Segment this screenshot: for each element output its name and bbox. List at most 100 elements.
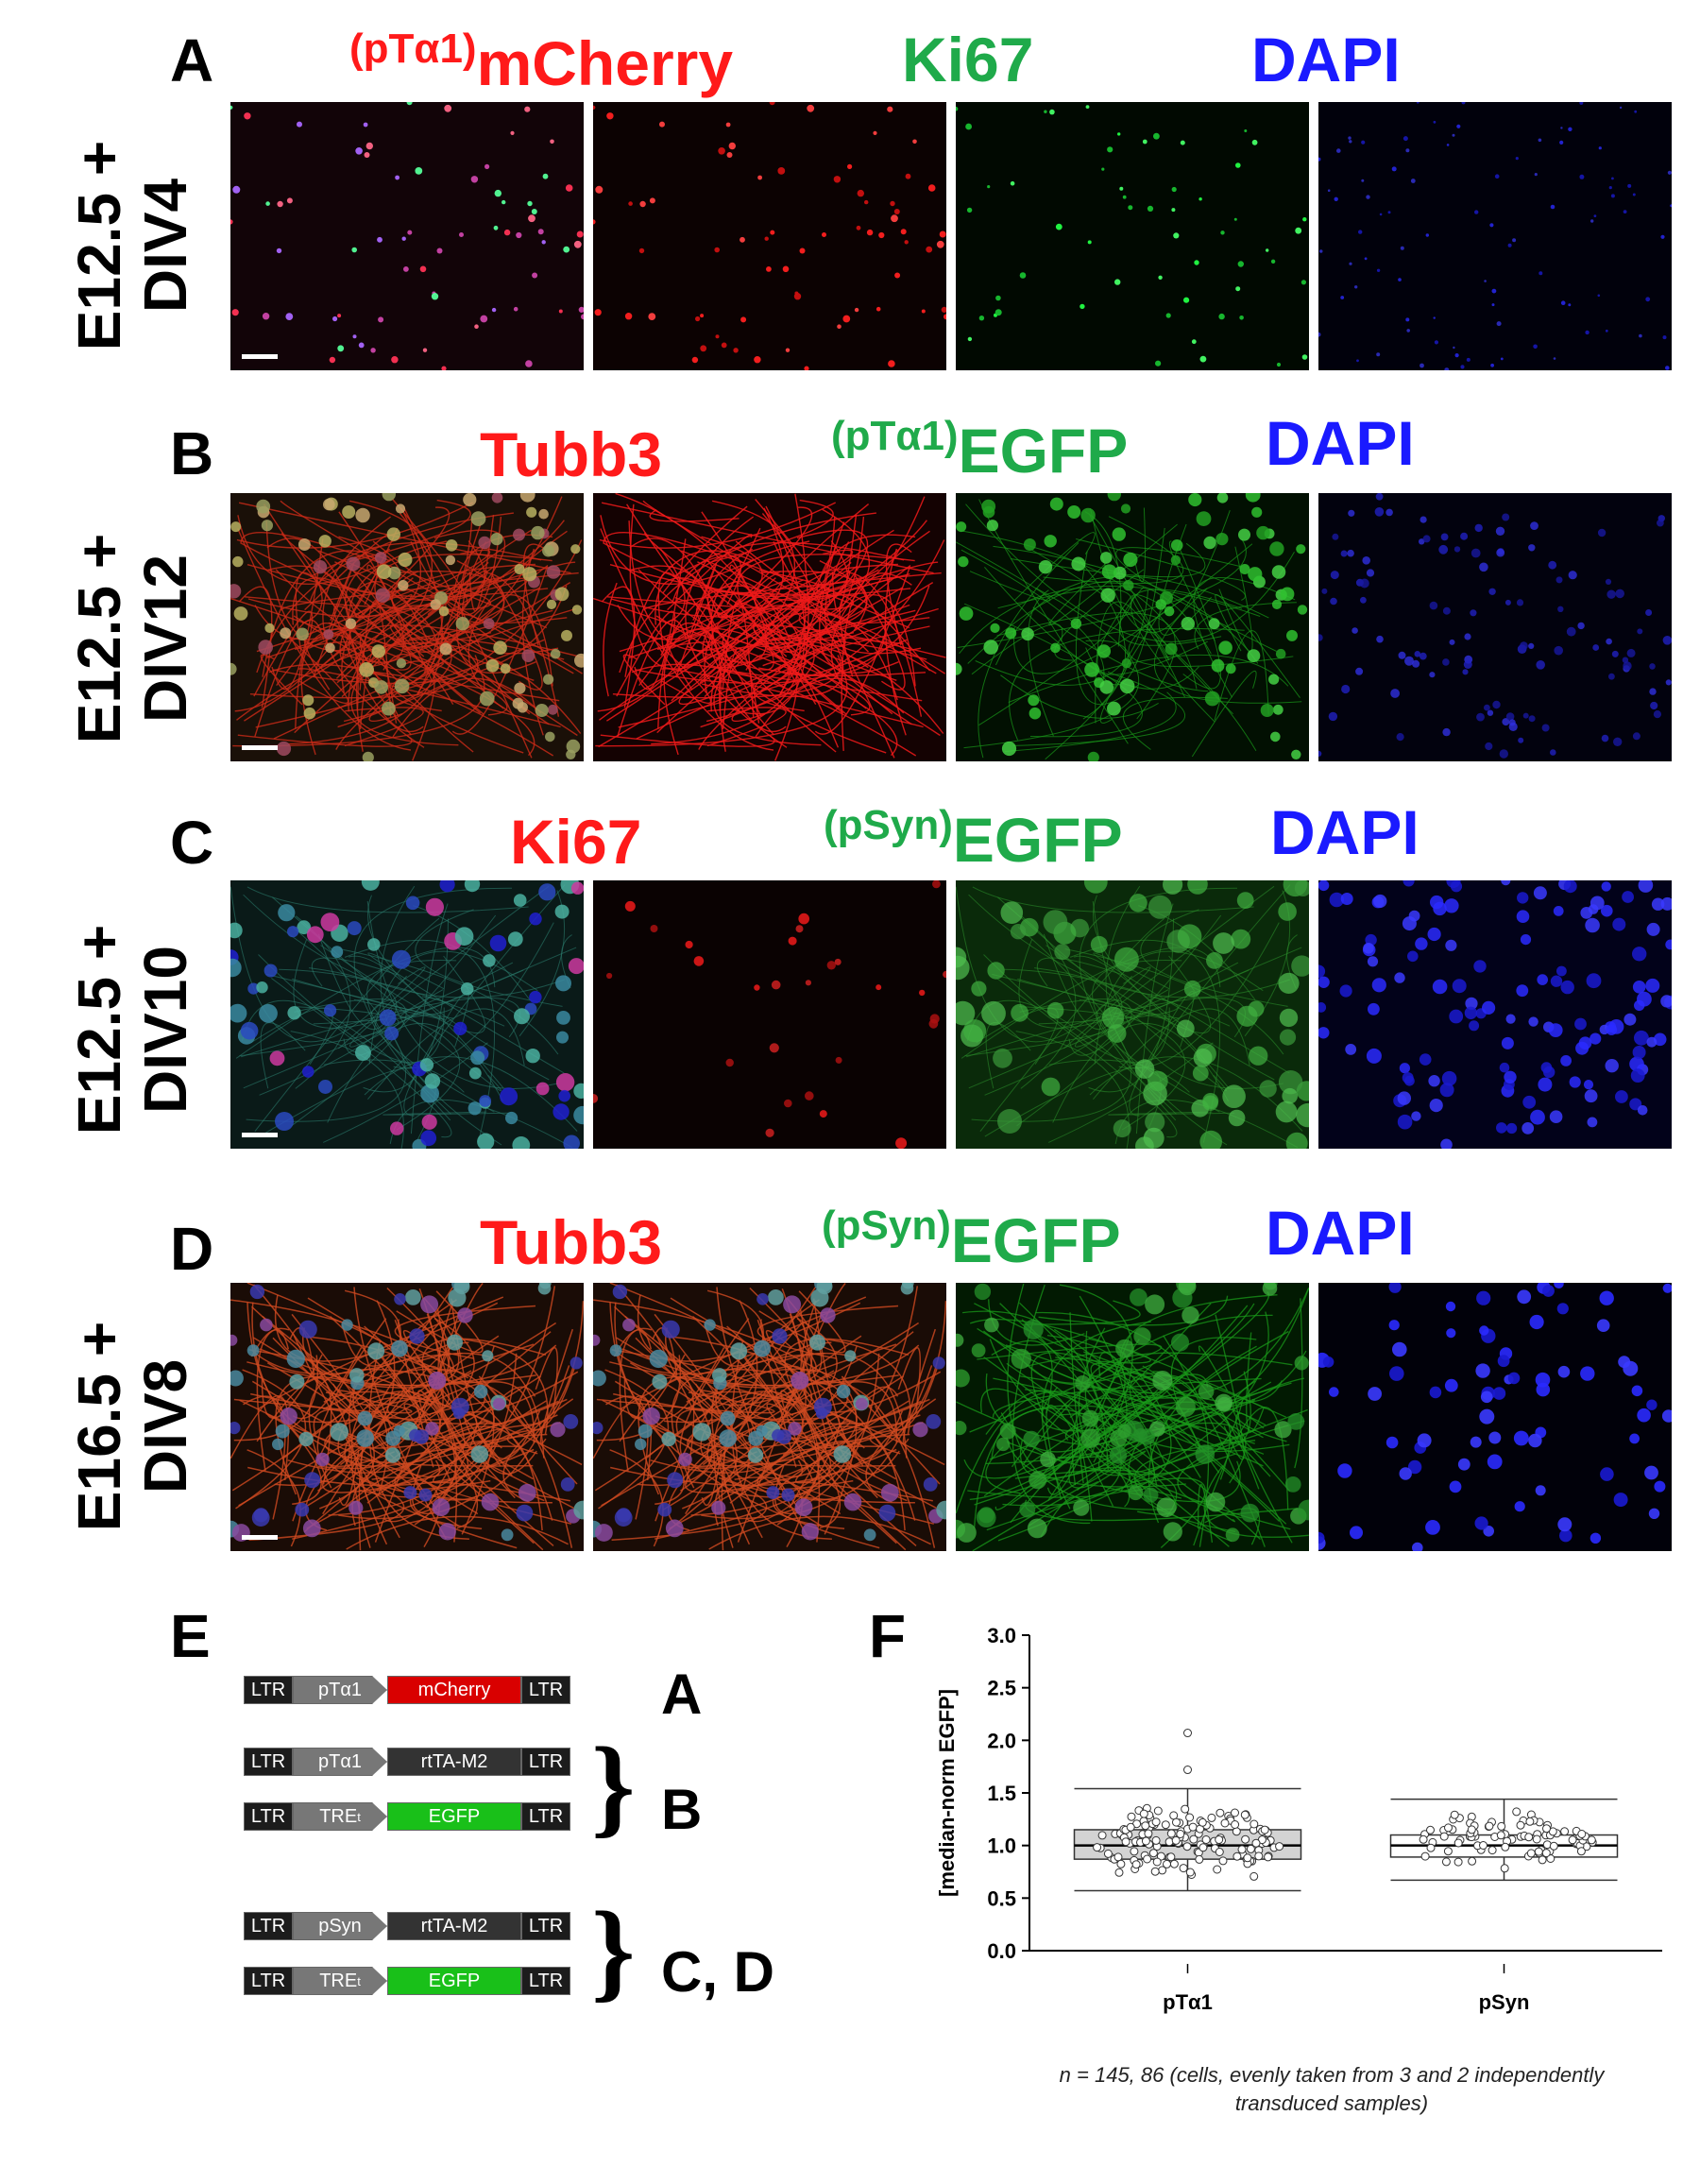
cell-nucleus <box>1535 1372 1551 1388</box>
cell-nucleus <box>1446 1328 1456 1339</box>
cell-nucleus <box>1321 588 1328 594</box>
cell-nucleus <box>1629 1433 1640 1444</box>
neurite <box>295 622 400 729</box>
panel-letter-f: F <box>869 1602 907 1670</box>
neurite <box>292 577 461 676</box>
neurite <box>1076 538 1247 601</box>
brace-b: } <box>591 1724 636 1848</box>
cell-nucleus <box>298 538 311 551</box>
cell-nucleus <box>405 1289 421 1305</box>
cell-nucleus <box>261 520 273 532</box>
cell-nucleus <box>568 958 584 975</box>
cell-nucleus <box>788 936 797 946</box>
cell-nucleus <box>1213 932 1234 954</box>
cell-nucleus <box>1485 742 1493 751</box>
cell-nucleus <box>978 316 985 321</box>
cell-nucleus <box>1067 505 1081 519</box>
cell-nucleus <box>1329 1387 1339 1397</box>
cell-nucleus <box>1649 688 1657 695</box>
cell-nucleus <box>1148 1070 1168 1092</box>
neurite <box>427 570 488 645</box>
cell-nucleus <box>1247 649 1261 662</box>
cell-nucleus <box>455 617 469 631</box>
cell-nucleus <box>757 175 762 180</box>
cell-nucleus <box>1011 1003 1028 1022</box>
cell-nucleus <box>390 1121 404 1135</box>
cell-nucleus <box>1101 167 1105 171</box>
neurite <box>779 1352 908 1459</box>
cell-nucleus <box>1119 678 1135 694</box>
cell-nucleus <box>1040 1451 1056 1468</box>
neurite <box>329 1316 479 1529</box>
cell-nucleus <box>966 207 973 213</box>
cell-nucleus <box>425 897 444 916</box>
cell-nucleus <box>993 1048 1012 1068</box>
cell-nucleus <box>578 306 584 313</box>
neurite <box>983 1330 1235 1523</box>
micrograph-d-egfp <box>956 1283 1309 1551</box>
neurite <box>840 1432 876 1476</box>
cell-nucleus <box>359 662 374 677</box>
cell-nucleus <box>904 240 909 245</box>
header-c-egfp: (pSyn)EGFP <box>824 802 1123 872</box>
neurite <box>506 1429 538 1455</box>
cell-nucleus <box>1318 964 1326 979</box>
cell-nucleus <box>1534 173 1538 177</box>
cell-nucleus <box>1386 508 1393 517</box>
cell-nucleus <box>264 623 275 633</box>
micrograph-c-dapi-svg <box>1318 880 1672 1149</box>
cell-nucleus <box>801 1523 819 1541</box>
cell-nucleus <box>1536 660 1545 670</box>
cell-nucleus <box>1605 578 1612 585</box>
cell-nucleus <box>661 1431 676 1447</box>
cell-nucleus <box>1596 1319 1610 1332</box>
neurite <box>1088 918 1174 1093</box>
cell-nucleus <box>1606 638 1612 645</box>
neurite <box>602 1399 804 1478</box>
data-point <box>1097 1831 1107 1840</box>
neurite <box>366 900 559 1089</box>
data-point <box>1231 1808 1239 1817</box>
cell-nucleus <box>1430 895 1444 910</box>
cell-nucleus <box>740 236 745 243</box>
neurite <box>973 1408 1261 1540</box>
cell-nucleus <box>1557 1365 1571 1378</box>
cell-nucleus <box>726 152 733 158</box>
cell-nucleus <box>1083 880 1108 894</box>
scale-bar-d <box>242 1535 278 1540</box>
data-point <box>1151 1835 1161 1845</box>
cell-nucleus <box>1122 195 1127 199</box>
cell-nucleus <box>1592 644 1600 651</box>
neurite <box>522 543 550 646</box>
data-point <box>1525 1817 1535 1826</box>
cell-nucleus <box>286 1349 305 1369</box>
cell-nucleus <box>616 1508 631 1523</box>
cell-nucleus <box>474 324 479 329</box>
neurite <box>280 500 574 674</box>
cell-nucleus <box>1662 1283 1672 1293</box>
cell-nucleus <box>1075 1375 1091 1391</box>
cell-nucleus <box>1452 133 1455 137</box>
neurite <box>1131 593 1233 715</box>
cell-nucleus <box>1507 243 1512 247</box>
cell-nucleus <box>367 1342 385 1360</box>
neurite <box>762 660 798 761</box>
data-point <box>1182 1842 1192 1851</box>
cell-nucleus <box>428 1372 447 1390</box>
neurite <box>1135 903 1174 1135</box>
cell-nucleus <box>1613 1493 1628 1508</box>
cell-nucleus <box>1419 1053 1432 1066</box>
cell-nucleus <box>1560 300 1566 305</box>
sample-size-note-line1: n = 145, 86 (cells, evenly taken from 3 … <box>1059 2063 1605 2087</box>
neurite <box>1090 1362 1264 1439</box>
cell-nucleus <box>1484 704 1490 711</box>
neurite <box>394 1319 495 1408</box>
cell-nucleus <box>1376 635 1384 643</box>
cell-nucleus <box>1081 1409 1099 1427</box>
header-c-egfp-sup: (pSyn) <box>824 802 953 848</box>
cell-nucleus <box>593 1334 601 1346</box>
neurite <box>359 624 584 663</box>
cell-nucleus <box>1601 881 1611 892</box>
data-point <box>1243 1853 1252 1863</box>
cell-nucleus <box>1536 1382 1551 1397</box>
